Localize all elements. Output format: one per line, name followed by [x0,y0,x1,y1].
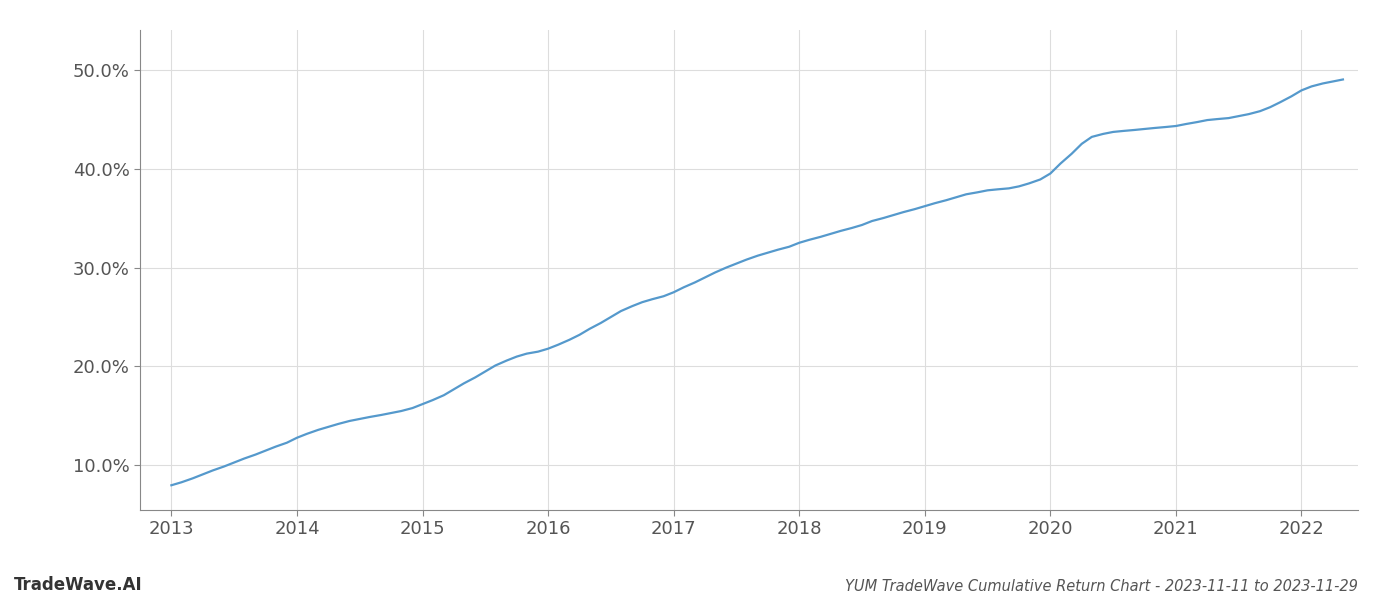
Text: YUM TradeWave Cumulative Return Chart - 2023-11-11 to 2023-11-29: YUM TradeWave Cumulative Return Chart - … [846,579,1358,594]
Text: TradeWave.AI: TradeWave.AI [14,576,143,594]
